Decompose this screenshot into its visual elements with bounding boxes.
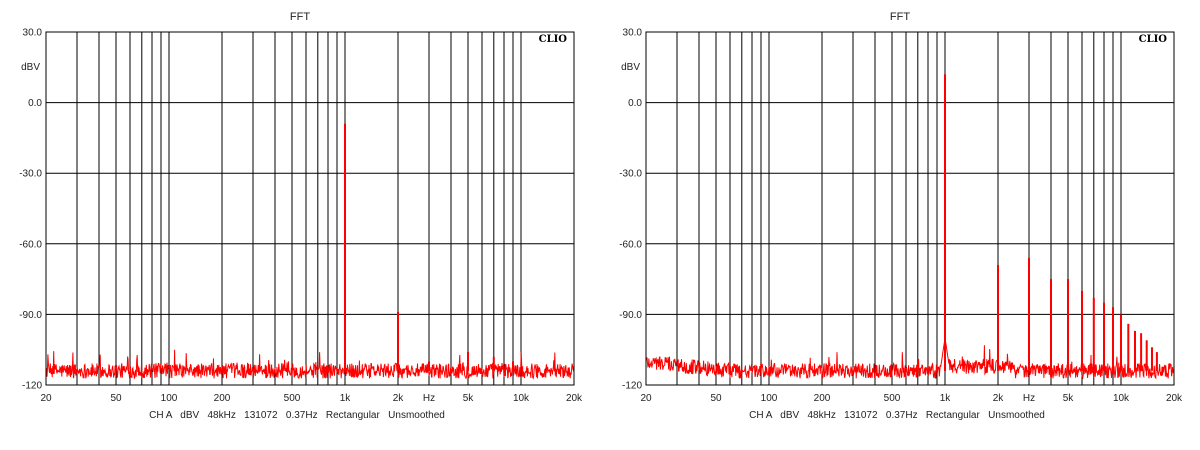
fft-trace — [45, 349, 575, 380]
measurement-footer: CH A dBV 48kHz 131072 0.37Hz Rectangular… — [149, 410, 445, 421]
fft-peak — [1028, 257, 1030, 371]
fft-chart-left-svg: FFT CLIO dBV 30.00.0-30.0-60.0-90.0-120 … — [19, 11, 583, 421]
y-tick-label: -120 — [22, 381, 42, 392]
chart-title: FFT — [890, 11, 910, 23]
fft-peak — [492, 356, 495, 371]
x-tick-label: 2k — [393, 393, 405, 404]
plot-frame — [645, 31, 1175, 386]
fft-chart-left: FFT CLIO dBV 30.0 0.0 -30.0 -60.0 -90.0 -120 … — [19, 11, 583, 421]
fft-peak — [344, 123, 346, 371]
fft-peak — [1140, 333, 1143, 371]
fft-peak — [1155, 352, 1158, 371]
y-tick-label: 0.0 — [28, 98, 42, 109]
y-tick-label: -90.0 — [19, 310, 42, 321]
fft-peak — [512, 361, 514, 371]
x-axis-unit: Hz — [1023, 393, 1035, 404]
x-tick-label: 20k — [566, 393, 583, 404]
x-tick-label: 2k — [993, 393, 1005, 404]
fft-peak — [1103, 302, 1105, 371]
x-tick-label: 20 — [40, 393, 52, 404]
x-tick-label: 10k — [513, 393, 530, 404]
x-tick-label: 100 — [761, 393, 778, 404]
brand-label: CLIO — [1139, 34, 1168, 45]
fft-peak — [1050, 279, 1052, 371]
plot-frame — [45, 31, 575, 386]
fft-peak — [1092, 297, 1095, 371]
y-tick-label: 30.0 — [23, 28, 43, 39]
chart-title: FFT — [290, 11, 310, 23]
x-tick-label: 50 — [710, 393, 722, 404]
x-tick-label: 5k — [463, 393, 475, 404]
x-tick-label: 50 — [110, 393, 122, 404]
y-tick-label: -60.0 — [619, 239, 642, 250]
fft-peak — [1112, 307, 1114, 371]
y-tick-label: -60.0 — [19, 239, 42, 250]
fft-peak — [467, 352, 469, 371]
fft-peak — [1134, 330, 1136, 371]
y-tick-label: 30.0 — [623, 28, 643, 39]
y-tick-label: 0.0 — [628, 98, 642, 109]
fft-peak — [1145, 340, 1148, 371]
x-tick-label: 20k — [1166, 393, 1183, 404]
x-tick-label: 20 — [640, 393, 652, 404]
fft-peak — [944, 74, 946, 371]
brand-label: CLIO — [539, 34, 568, 45]
x-tick-label: 100 — [161, 393, 178, 404]
fft-peak — [1120, 314, 1122, 371]
y-tick-label: -30.0 — [19, 169, 42, 180]
x-tick-label: 1k — [940, 393, 952, 404]
x-tick-label: 5k — [1063, 393, 1075, 404]
y-tick-label: -90.0 — [619, 310, 642, 321]
fft-peak — [428, 361, 430, 371]
fft-trace — [645, 338, 1175, 380]
x-tick-label: 200 — [814, 393, 831, 404]
fft-peak — [1067, 279, 1069, 371]
x-tick-label: 200 — [214, 393, 231, 404]
x-tick-label: 1k — [340, 393, 352, 404]
y-tick-label: -120 — [622, 381, 642, 392]
fft-chart-right: FFT CLIO dBV 30.0 0.0 -30.0 -60.0 -90.0 -120 … — [600, 0, 1200, 450]
fft-peak — [397, 312, 399, 371]
fft-chart-right-svg: FFT CLIO dBV 30.00.0-30.0-60.0-90.0-120 … — [619, 11, 1183, 421]
measurement-footer: CH A dBV 48kHz 131072 0.37Hz Rectangular… — [749, 410, 1045, 421]
x-axis-unit: Hz — [423, 393, 435, 404]
fft-peak — [997, 265, 999, 371]
x-tick-label: 10k — [1113, 393, 1130, 404]
y-axis-unit: dBV — [21, 62, 40, 73]
x-tick-label: 500 — [284, 393, 301, 404]
x-tick-label: 500 — [884, 393, 901, 404]
y-axis-unit: dBV — [621, 62, 640, 73]
fft-peak — [1151, 347, 1153, 371]
fft-peak — [1081, 290, 1083, 371]
fft-peak — [1127, 323, 1130, 371]
y-tick-label: -30.0 — [619, 169, 642, 180]
